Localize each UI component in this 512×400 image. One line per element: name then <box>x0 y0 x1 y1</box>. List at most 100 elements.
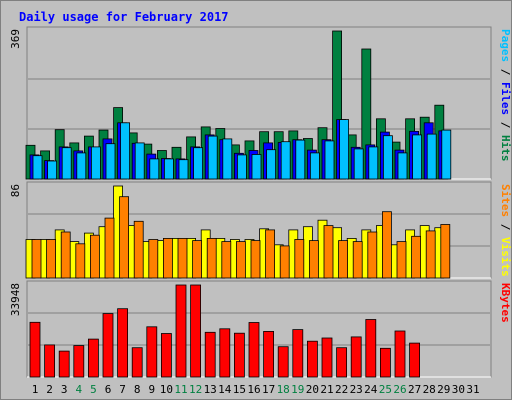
bar-sites-day-11 <box>177 237 188 279</box>
bar-kbytes-day-23 <box>350 336 362 378</box>
x-tick-label: 23 <box>350 383 363 396</box>
legend-separator: / <box>499 62 511 82</box>
legend-files: Files <box>499 82 511 115</box>
x-tick-label: 27 <box>408 383 421 396</box>
bar-kbytes-day-20 <box>306 340 318 378</box>
x-tick-label: 13 <box>204 383 217 396</box>
bar-sites-day-23 <box>352 241 363 279</box>
bar-sites-day-1 <box>31 239 42 279</box>
bar-kbytes-day-6 <box>102 313 114 378</box>
chart-panels: 369 Pages / Files / Hits 86 Sites / Visits 3… <box>9 26 511 378</box>
bar-pages-day-9 <box>149 158 160 180</box>
bar-pages-day-21 <box>324 140 335 180</box>
bar-sites-day-19 <box>294 239 305 279</box>
bar-kbytes-day-22 <box>336 347 348 378</box>
x-axis-labels: 1 2 3 4 5 6 7 8 9 10 11 12 13 14 15 16 17 18 19 20 21 22 23 24 2… <box>32 383 480 396</box>
bar-pages-day-10 <box>163 158 174 180</box>
series-legend-middle: Sites / Visits <box>499 184 511 277</box>
x-tick-label: 2 <box>46 383 53 396</box>
x-tick-label: 24 <box>364 383 378 396</box>
panel-middle: 86 Sites / Visits <box>9 181 511 279</box>
chart-title: Daily usage for February 2017 <box>19 10 229 24</box>
series-legend-bottom: KBytes <box>499 283 511 323</box>
x-tick-label: 18 <box>277 383 290 396</box>
bar-pages-day-14 <box>222 138 233 180</box>
x-tick-label: 28 <box>423 383 436 396</box>
legend-separator: / <box>499 217 511 237</box>
bar-pages-day-22 <box>339 119 350 180</box>
bar-kbytes-day-4 <box>73 345 85 378</box>
bar-kbytes-day-14 <box>219 328 231 378</box>
bar-kbytes-day-12 <box>190 284 202 378</box>
bar-pages-day-18 <box>280 141 291 180</box>
bar-sites-day-8 <box>133 220 144 279</box>
bar-kbytes-day-2 <box>44 344 55 378</box>
bar-pages-day-11 <box>178 159 189 180</box>
bar-kbytes-day-13 <box>204 331 216 378</box>
series-sites <box>31 196 451 279</box>
bar-sites-day-18 <box>279 245 290 279</box>
x-tick-label: 11 <box>174 383 187 396</box>
bar-kbytes-day-15 <box>233 332 245 378</box>
y-max-tick-label: 33948 <box>9 283 22 316</box>
x-tick-label: 25 <box>379 383 392 396</box>
x-tick-label: 3 <box>61 383 68 396</box>
bar-sites-day-21 <box>323 225 334 279</box>
bar-pages-day-20 <box>309 152 320 180</box>
x-tick-label: 9 <box>148 383 155 396</box>
bar-pages-day-19 <box>295 139 306 180</box>
x-tick-label: 30 <box>452 383 465 396</box>
x-tick-label: 6 <box>105 383 112 396</box>
bar-pages-day-25 <box>382 135 393 180</box>
bar-sites-day-17 <box>265 229 276 279</box>
bar-kbytes-day-21 <box>321 337 333 378</box>
bar-kbytes-day-5 <box>88 338 99 378</box>
bar-pages-day-13 <box>207 135 218 180</box>
x-tick-label: 22 <box>335 383 348 396</box>
x-tick-label: 15 <box>233 383 246 396</box>
bar-sites-day-27 <box>411 235 422 279</box>
series-pages <box>32 119 452 180</box>
bar-sites-day-3 <box>60 231 71 279</box>
bar-kbytes-day-10 <box>160 333 172 378</box>
bar-sites-day-4 <box>75 243 86 279</box>
panel-bottom: 33948 KBytes <box>9 280 511 378</box>
bar-pages-day-12 <box>193 147 204 180</box>
series-visits <box>25 185 445 279</box>
x-tick-label: 10 <box>160 383 173 396</box>
x-tick-label: 31 <box>466 383 479 396</box>
x-tick-label: 14 <box>218 383 232 396</box>
x-tick-label: 20 <box>306 383 319 396</box>
x-tick-label: 19 <box>291 383 304 396</box>
bar-kbytes-day-3 <box>58 350 70 378</box>
bar-pages-day-7 <box>120 122 130 180</box>
bar-kbytes-day-18 <box>277 346 289 378</box>
x-tick-label: 29 <box>437 383 450 396</box>
bar-sites-day-26 <box>396 241 407 279</box>
bar-pages-day-26 <box>397 152 408 180</box>
bar-sites-day-29 <box>440 224 451 279</box>
series-legend-top: Pages / Files / Hits <box>499 29 511 162</box>
bar-pages-day-23 <box>353 148 364 180</box>
bar-pages-day-24 <box>368 146 379 180</box>
bar-kbytes-day-26 <box>394 330 406 378</box>
bar-pages-day-5 <box>91 146 101 180</box>
bar-pages-day-4 <box>76 152 87 180</box>
bar-kbytes-day-17 <box>263 330 275 378</box>
bar-pages-day-15 <box>236 154 247 180</box>
x-tick-label: 12 <box>189 383 202 396</box>
x-tick-label: 7 <box>119 383 126 396</box>
bar-sites-day-6 <box>104 217 115 279</box>
legend-kbytes: KBytes <box>499 283 511 323</box>
bar-kbytes-day-8 <box>131 347 143 378</box>
legend-pages: Pages <box>499 29 511 62</box>
bar-sites-day-24 <box>367 231 378 279</box>
bar-pages-day-3 <box>61 147 72 180</box>
bar-kbytes-day-7 <box>117 308 128 378</box>
bar-kbytes-day-24 <box>365 319 377 378</box>
x-tick-label: 26 <box>393 383 406 396</box>
bar-kbytes-day-1 <box>29 321 41 378</box>
bar-pages-day-17 <box>266 149 277 180</box>
